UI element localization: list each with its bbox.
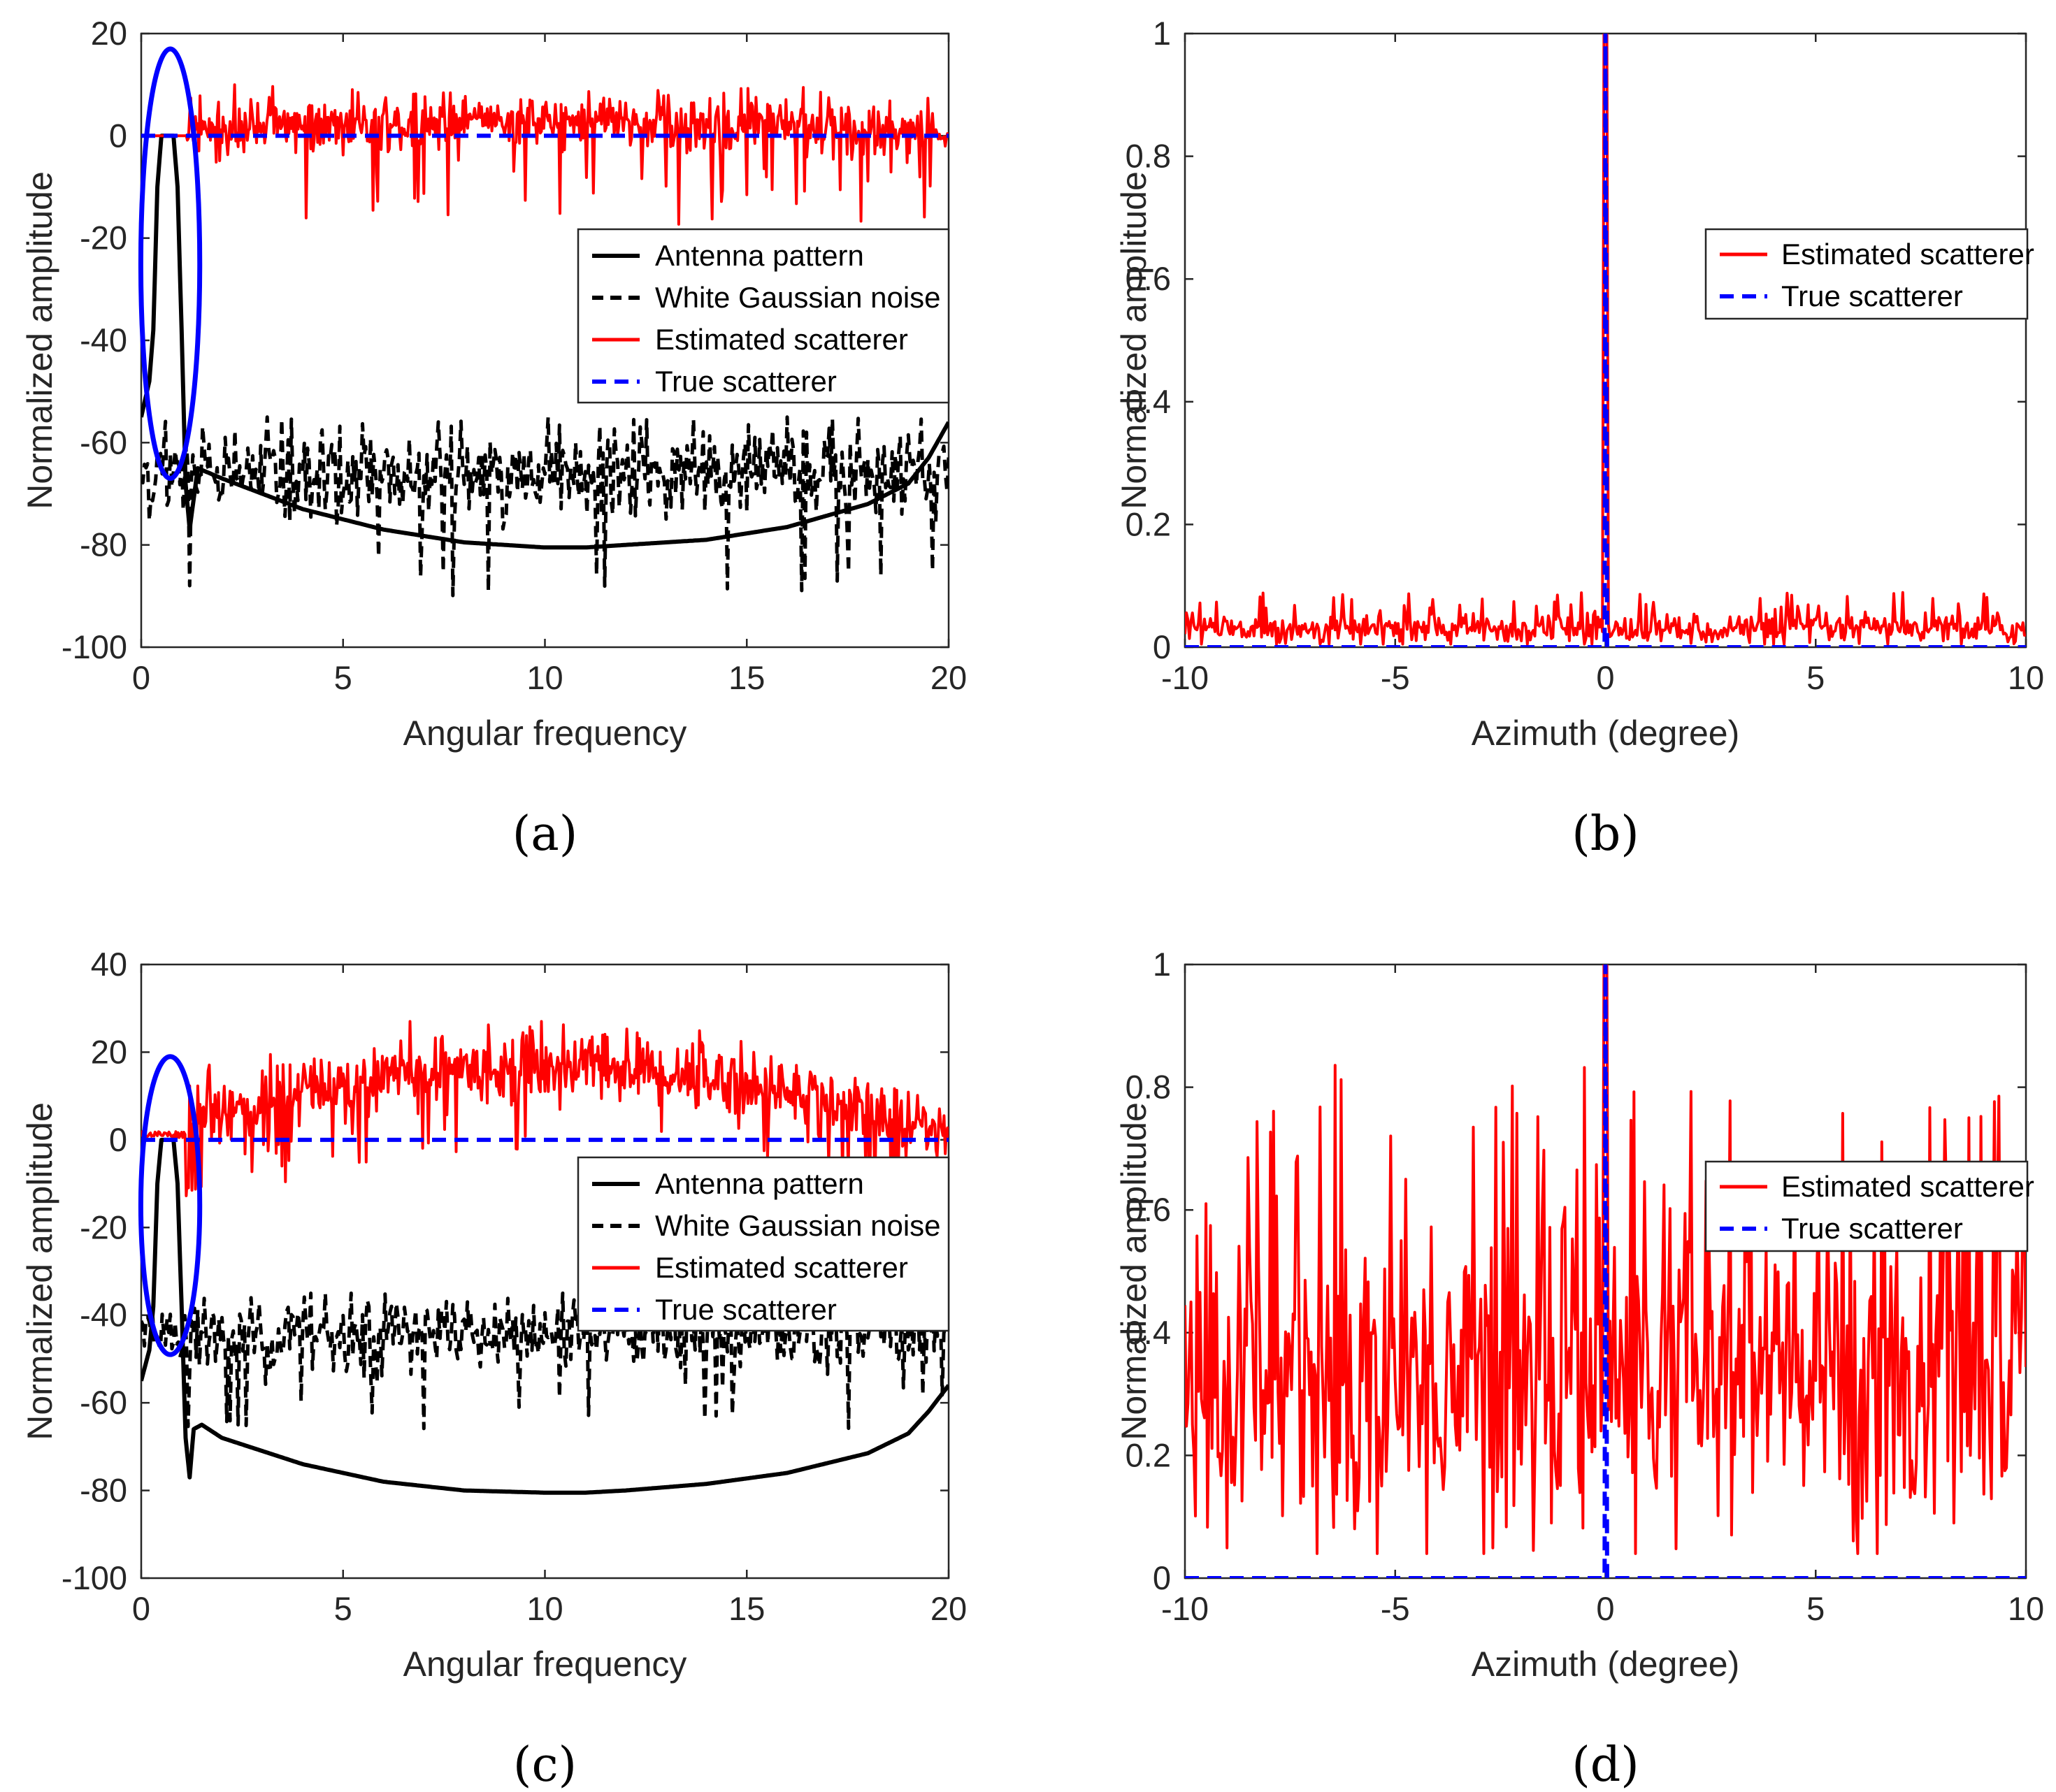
x-tick-label: 5 <box>1806 659 1825 696</box>
x-tick-label: -10 <box>1161 1590 1209 1627</box>
x-tick-label: 5 <box>1806 1590 1825 1627</box>
antenna-series-line <box>141 1137 949 1495</box>
main-lobe-ellipse <box>138 46 203 482</box>
antenna-series-line <box>141 133 949 550</box>
y-tick-label: 0.8 <box>1126 1069 1171 1106</box>
y-tick-label: -80 <box>80 1472 127 1509</box>
y-tick-label: -40 <box>80 321 127 359</box>
y-tick-label: 0.4 <box>1126 383 1171 420</box>
y-tick-label: 0.6 <box>1126 1191 1171 1228</box>
y-axis-label: Normalized amplitude <box>1114 1102 1153 1440</box>
y-tick-label: -100 <box>62 628 127 665</box>
x-tick-label: 15 <box>728 659 765 696</box>
x-axis-label: Azimuth (degree) <box>1472 1645 1740 1684</box>
legend: Estimated scatterer True scatterer <box>1704 1160 2034 1252</box>
y-tick-label: 0.4 <box>1126 1314 1171 1351</box>
estimated-series-line <box>1185 34 2026 646</box>
x-axis-label: Azimuth (degree) <box>1472 714 1740 753</box>
y-tick-label: -80 <box>80 526 127 563</box>
noise-series-line <box>141 1291 949 1431</box>
legend-label: Estimated scatterer <box>655 323 908 356</box>
plot-lines <box>1185 964 2026 1578</box>
plot-lines <box>1185 34 2026 647</box>
y-tick-label: -40 <box>80 1296 127 1334</box>
legend-label: True scatterer <box>655 1293 837 1326</box>
y-tick-label: -100 <box>62 1559 127 1596</box>
chart-panel-c: 0 5 10 15 20 -100 -80 -60 -40 -20 0 20 40 Angular fre… <box>20 946 967 1792</box>
legend-label: White Gaussian noise <box>655 281 941 314</box>
x-tick-label: 10 <box>2008 659 2044 696</box>
estimated-series-line <box>1185 964 2026 1555</box>
plot-lines <box>141 83 949 598</box>
x-tick-label: -5 <box>1381 1590 1410 1627</box>
legend-label: Antenna pattern <box>655 1167 864 1200</box>
y-tick-label: 0 <box>109 117 127 154</box>
x-tick-label: 10 <box>2008 1590 2044 1627</box>
chart-panel-a: 0 5 10 15 20 -100 -80 -60 -40 -20 0 20 Angular frequ… <box>20 15 967 862</box>
legend: Antenna pattern White Gaussian noise Estim… <box>577 1156 950 1332</box>
x-tick-label: 5 <box>334 1590 352 1627</box>
y-tick-label: -60 <box>80 1384 127 1421</box>
y-tick-label: 0.8 <box>1126 138 1171 175</box>
y-tick-label: 0.6 <box>1126 260 1171 297</box>
legend-label: Estimated scatterer <box>1781 238 2034 270</box>
legend: Antenna pattern White Gaussian noise Estim… <box>577 228 950 404</box>
x-tick-label: -5 <box>1381 659 1410 696</box>
x-tick-label: 20 <box>930 1590 967 1627</box>
x-tick-label: 10 <box>526 659 563 696</box>
y-tick-label: 0.2 <box>1126 1436 1171 1473</box>
y-tick-label: 0 <box>109 1121 127 1158</box>
x-axis-label: Angular frequency <box>403 714 687 753</box>
chart-panel-d: -10 -5 0 5 10 0 0.2 0.4 0.6 0.8 1 Azimuth (degree) N… <box>1114 946 2044 1792</box>
y-tick-label: -20 <box>80 1208 127 1245</box>
legend-label: Antenna pattern <box>655 239 864 272</box>
x-tick-label: 0 <box>1596 659 1614 696</box>
legend-label: Estimated scatterer <box>655 1251 908 1284</box>
x-tick-label: 5 <box>334 659 352 696</box>
x-axis-label: Angular frequency <box>403 1645 687 1684</box>
main-lobe-ellipse <box>138 1054 203 1357</box>
y-tick-label: 20 <box>91 15 127 52</box>
x-tick-label: 0 <box>132 1590 150 1627</box>
y-tick-label: 1 <box>1153 946 1171 983</box>
y-axis-label: Normalized amplitude <box>20 171 59 510</box>
y-axis-label: Normalized amplitude <box>20 1102 59 1440</box>
legend-box <box>1704 1160 2029 1252</box>
panel-label: (a) <box>512 807 578 862</box>
plot-lines <box>141 1020 949 1495</box>
estimated-series-line <box>141 1020 949 1198</box>
y-tick-label: 1 <box>1153 15 1171 52</box>
legend-box <box>577 1156 950 1332</box>
panel-label: (d) <box>1572 1737 1639 1792</box>
estimated-series-line <box>141 83 949 226</box>
y-tick-label: -60 <box>80 424 127 461</box>
legend-box <box>577 228 950 404</box>
x-tick-label: 0 <box>1596 1590 1614 1627</box>
legend-label: True scatterer <box>1781 1212 1963 1245</box>
x-tick-label: 0 <box>132 659 150 696</box>
chart-panel-b: -10 -5 0 5 10 0 0.2 0.4 0.6 0.8 1 Azimuth (degree) N… <box>1114 15 2044 862</box>
noise-series-line <box>141 415 949 598</box>
legend-box <box>1704 228 2029 320</box>
x-tick-label: 20 <box>930 659 967 696</box>
legend-label: Estimated scatterer <box>1781 1170 2034 1203</box>
panel-label: (c) <box>513 1737 577 1792</box>
legend-label: True scatterer <box>1781 280 1963 312</box>
legend-label: White Gaussian noise <box>655 1209 941 1242</box>
y-tick-label: 0 <box>1153 628 1171 665</box>
y-tick-label: 0 <box>1153 1559 1171 1596</box>
x-tick-label: -10 <box>1161 659 1209 696</box>
y-axis-label: Normalized amplitude <box>1114 171 1153 510</box>
x-tick-label: 10 <box>526 1590 563 1627</box>
y-tick-label: 0.2 <box>1126 505 1171 542</box>
legend-label: True scatterer <box>655 365 837 398</box>
y-tick-label: 40 <box>91 946 127 983</box>
y-tick-label: 20 <box>91 1033 127 1070</box>
panel-label: (b) <box>1572 807 1639 862</box>
y-tick-label: -20 <box>80 219 127 256</box>
x-tick-label: 15 <box>728 1590 765 1627</box>
legend: Estimated scatterer True scatterer <box>1704 228 2034 320</box>
